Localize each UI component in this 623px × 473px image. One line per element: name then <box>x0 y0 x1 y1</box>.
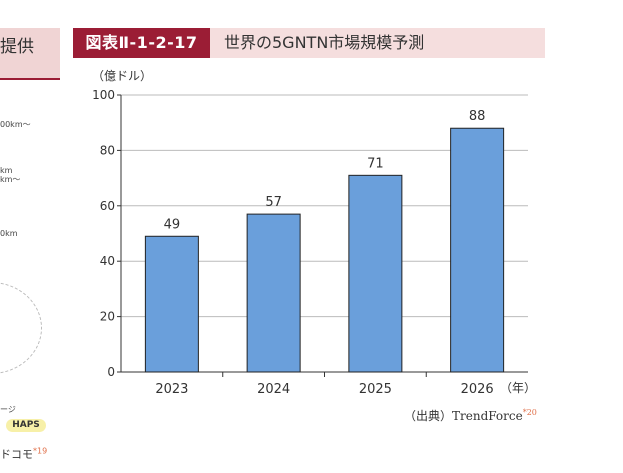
haps-badge: HAPS <box>6 419 46 432</box>
x-tick-label: 2026 <box>461 382 494 397</box>
left-source-ref: *19 <box>33 446 48 456</box>
bar-value-label: 88 <box>469 109 486 124</box>
left-fragment: km〜 <box>0 175 21 184</box>
x-tick-label: 2023 <box>155 382 188 397</box>
left-fragment: 0km <box>0 229 18 238</box>
bar-value-label: 49 <box>164 217 181 232</box>
left-source: ドコモ*19 <box>0 446 47 462</box>
bar <box>348 174 403 373</box>
x-tick-label: 2025 <box>359 382 392 397</box>
y-axis-label: （億ドル） <box>92 69 152 83</box>
left-fragment: km <box>0 166 13 175</box>
y-tick-label: 40 <box>100 254 115 268</box>
left-panel-header: 提供 <box>0 28 60 80</box>
left-fragment: 00km〜 <box>0 120 31 129</box>
y-tick-label: 20 <box>100 310 115 324</box>
figure-title: 世界の5GNTN市場規模予測 <box>224 33 425 52</box>
figure-source: （出典）TrendForce*20 <box>404 407 537 424</box>
figure-number: 図表Ⅱ-1-2-17 <box>73 28 210 58</box>
figure-header: 図表Ⅱ-1-2-17 世界の5GNTN市場規模予測 <box>73 28 545 58</box>
left-panel: 提供 00km〜 km km〜 0km ージ HAPS ドコモ*19 <box>0 0 62 473</box>
bar <box>246 213 301 373</box>
y-tick-label: 80 <box>100 143 115 157</box>
bar-value-label: 57 <box>265 195 282 210</box>
x-tick-label: 2024 <box>257 382 290 397</box>
figure-source-ref: *20 <box>522 408 537 417</box>
y-tick-label: 0 <box>107 365 115 379</box>
bar <box>144 235 199 373</box>
y-tick-label: 60 <box>100 199 115 213</box>
bar-value-label: 71 <box>367 156 384 171</box>
figure-source-text: （出典）TrendForce <box>404 409 523 423</box>
y-tick-label: 100 <box>92 88 115 102</box>
bar <box>450 127 505 373</box>
x-axis-label: （年） <box>500 381 536 395</box>
left-panel-header-text: 提供 <box>0 37 34 57</box>
left-source-text: ドコモ <box>0 448 33 461</box>
left-fragment: ージ <box>0 405 16 414</box>
